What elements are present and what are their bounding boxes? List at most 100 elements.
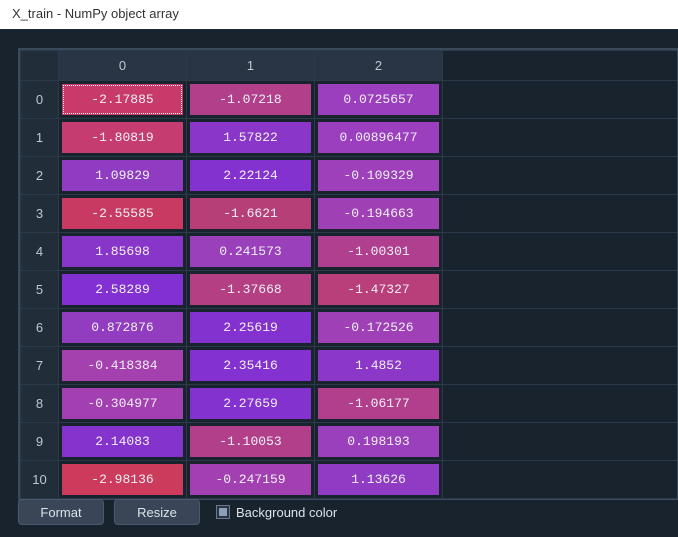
row-header[interactable]: 10 — [21, 461, 59, 499]
cell-value: 1.09829 — [62, 160, 183, 191]
cell-value: -0.418384 — [62, 350, 183, 381]
cell-value: 2.25619 — [190, 312, 311, 343]
cell[interactable]: -1.07218 — [187, 81, 315, 119]
col-header-2[interactable]: 2 — [315, 51, 443, 81]
cell[interactable]: -0.247159 — [187, 461, 315, 499]
cell-filler — [443, 423, 678, 461]
table-row: 0-2.17885-1.072180.0725657 — [21, 81, 678, 119]
cell-filler — [443, 347, 678, 385]
cell[interactable]: 2.14083 — [59, 423, 187, 461]
cell-value: 2.22124 — [190, 160, 311, 191]
cell-value: 2.35416 — [190, 350, 311, 381]
cell-filler — [443, 461, 678, 499]
col-header-0[interactable]: 0 — [59, 51, 187, 81]
cell[interactable]: -1.37668 — [187, 271, 315, 309]
table-row: 52.58289-1.37668-1.47327 — [21, 271, 678, 309]
cell-value: -0.194663 — [318, 198, 439, 229]
cell[interactable]: -0.304977 — [59, 385, 187, 423]
row-header[interactable]: 2 — [21, 157, 59, 195]
cell[interactable]: -1.47327 — [315, 271, 443, 309]
cell[interactable]: -2.55585 — [59, 195, 187, 233]
bgcolor-label: Background color — [236, 505, 337, 520]
row-header[interactable]: 3 — [21, 195, 59, 233]
cell[interactable]: 1.85698 — [59, 233, 187, 271]
app-body: 0 1 2 0-2.17885-1.072180.07256571-1.8081… — [0, 30, 678, 537]
cell[interactable]: 1.57822 — [187, 119, 315, 157]
table-row: 92.14083-1.100530.198193 — [21, 423, 678, 461]
cell[interactable]: 2.35416 — [187, 347, 315, 385]
row-header[interactable]: 9 — [21, 423, 59, 461]
table-row: 41.856980.241573-1.00301 — [21, 233, 678, 271]
row-header[interactable]: 8 — [21, 385, 59, 423]
row-header[interactable]: 5 — [21, 271, 59, 309]
format-button[interactable]: Format — [18, 499, 104, 525]
array-table-wrapper: 0 1 2 0-2.17885-1.072180.07256571-1.8081… — [18, 48, 678, 500]
cell-value: -1.10053 — [190, 426, 311, 457]
array-table: 0 1 2 0-2.17885-1.072180.07256571-1.8081… — [20, 50, 677, 499]
cell[interactable]: 0.872876 — [59, 309, 187, 347]
cell[interactable]: -2.17885 — [59, 81, 187, 119]
cell-value: 0.872876 — [62, 312, 183, 343]
row-header[interactable]: 6 — [21, 309, 59, 347]
cell[interactable]: -0.194663 — [315, 195, 443, 233]
cell[interactable]: 2.58289 — [59, 271, 187, 309]
cell-value: 2.27659 — [190, 388, 311, 419]
cell-filler — [443, 309, 678, 347]
cell[interactable]: -1.80819 — [59, 119, 187, 157]
cell-value: -1.06177 — [318, 388, 439, 419]
column-header-row: 0 1 2 — [21, 51, 678, 81]
cell[interactable]: 0.241573 — [187, 233, 315, 271]
cell-value: -2.17885 — [62, 84, 183, 115]
cell[interactable]: -1.6621 — [187, 195, 315, 233]
cell-value: -0.109329 — [318, 160, 439, 191]
cell[interactable]: -1.00301 — [315, 233, 443, 271]
cell-value: -1.80819 — [62, 122, 183, 153]
cell-filler — [443, 195, 678, 233]
cell-value: -1.37668 — [190, 274, 311, 305]
cell-value: 2.58289 — [62, 274, 183, 305]
col-header-1[interactable]: 1 — [187, 51, 315, 81]
cell-value: 1.85698 — [62, 236, 183, 267]
cell-value: 1.57822 — [190, 122, 311, 153]
cell-value: -1.00301 — [318, 236, 439, 267]
cell[interactable]: 0.198193 — [315, 423, 443, 461]
cell[interactable]: -1.10053 — [187, 423, 315, 461]
cell[interactable]: -2.98136 — [59, 461, 187, 499]
cell[interactable]: -0.418384 — [59, 347, 187, 385]
row-header[interactable]: 0 — [21, 81, 59, 119]
row-header[interactable]: 7 — [21, 347, 59, 385]
resize-button[interactable]: Resize — [114, 499, 200, 525]
cell-value: -0.172526 — [318, 312, 439, 343]
cell[interactable]: 0.0725657 — [315, 81, 443, 119]
cell-value: -0.247159 — [190, 464, 311, 495]
cell-value: -1.47327 — [318, 274, 439, 305]
cell[interactable]: 1.13626 — [315, 461, 443, 499]
row-header[interactable]: 4 — [21, 233, 59, 271]
cell-filler — [443, 119, 678, 157]
table-row: 60.8728762.25619-0.172526 — [21, 309, 678, 347]
cell[interactable]: 2.25619 — [187, 309, 315, 347]
cell[interactable]: 0.00896477 — [315, 119, 443, 157]
cell-value: 1.13626 — [318, 464, 439, 495]
cell-value: 0.00896477 — [318, 122, 439, 153]
cell-value: -1.07218 — [190, 84, 311, 115]
cell[interactable]: 1.09829 — [59, 157, 187, 195]
bgcolor-checkbox-wrap[interactable]: Background color — [216, 505, 337, 520]
cell-value: -2.55585 — [62, 198, 183, 229]
cell-filler — [443, 157, 678, 195]
cell[interactable]: 2.27659 — [187, 385, 315, 423]
table-row: 10-2.98136-0.2471591.13626 — [21, 461, 678, 499]
cell[interactable]: 2.22124 — [187, 157, 315, 195]
cell[interactable]: -1.06177 — [315, 385, 443, 423]
row-header[interactable]: 1 — [21, 119, 59, 157]
window-title-bar: X_train - NumPy object array — [0, 0, 678, 30]
cell-value: -2.98136 — [62, 464, 183, 495]
cell[interactable]: 1.4852 — [315, 347, 443, 385]
header-corner — [21, 51, 59, 81]
bgcolor-checkbox[interactable] — [216, 505, 230, 519]
cell-value: 0.241573 — [190, 236, 311, 267]
cell[interactable]: -0.172526 — [315, 309, 443, 347]
table-row: 8-0.3049772.27659-1.06177 — [21, 385, 678, 423]
cell-value: 0.0725657 — [318, 84, 439, 115]
cell[interactable]: -0.109329 — [315, 157, 443, 195]
